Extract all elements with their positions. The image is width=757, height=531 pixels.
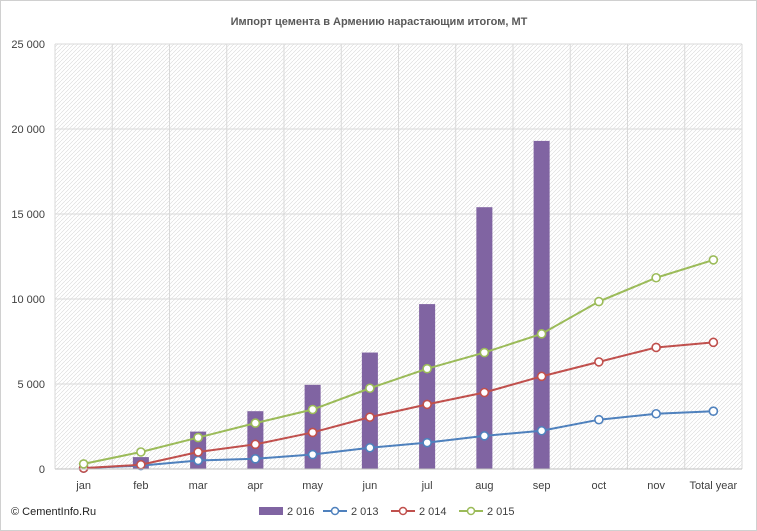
series-line [83,410,714,470]
y-tick-label: 20 000 [11,124,45,136]
data-point [594,357,604,367]
data-point [136,447,146,457]
y-tick-label: 25 000 [11,39,45,51]
data-point [250,453,261,464]
bar [476,207,493,469]
legend-marker [398,506,408,516]
data-point [250,439,261,450]
data-point [536,371,547,382]
data-point [307,404,318,415]
bar [361,352,378,469]
x-tick-label: sep [533,480,551,492]
y-tick-label: 15 000 [11,209,45,221]
data-point [365,383,375,394]
data-point [651,342,661,353]
y-tick-label: 10 000 [11,294,45,306]
grid [54,43,743,470]
data-point [708,337,719,348]
x-tick-label: oct [592,480,607,492]
x-tick-label: Total year [690,480,738,492]
data-point [193,447,203,457]
data-point [307,449,318,460]
data-point [479,387,490,398]
data-point [136,459,146,470]
x-axis: jan feb mar apr may jun jul aug sep oct nov Total y… [55,468,742,492]
data-point [307,427,318,438]
data-point [479,347,490,358]
legend-label: 2 016 [287,506,315,518]
chart-title: Импорт цемента в Армению нарастающим ито… [231,16,528,28]
data-point [536,329,547,339]
data-point [422,437,432,448]
legend-swatch [259,507,283,515]
data-point [594,414,604,425]
data-point [536,425,547,436]
series-line [83,258,714,465]
x-tick-label: jun [362,480,378,492]
x-tick-label: jan [75,480,91,492]
bar [304,384,321,469]
legend: 2 016 2 013 2 014 2 015 [259,506,515,518]
x-tick-label: apr [247,480,263,492]
legend-label: 2 014 [419,506,447,518]
x-tick-label: aug [475,480,493,492]
data-point [594,296,604,307]
legend-marker [330,506,340,516]
data-point [422,399,432,410]
bar [419,304,436,469]
data-point [193,455,203,466]
data-point [422,363,432,374]
y-axis: 0 5 000 10 000 15 000 20 000 25 000 [11,39,45,476]
x-tick-label: mar [189,480,208,492]
data-point [479,431,490,441]
legend-marker [466,506,476,516]
series-line [83,341,714,470]
x-tick-label: jul [421,480,433,492]
data-point [365,412,375,422]
data-point [193,432,203,443]
x-tick-label: may [302,480,323,492]
data-point [250,418,261,428]
line-series [78,255,719,473]
data-point [78,459,89,469]
data-point [365,442,375,453]
y-tick-label: 0 [39,464,45,476]
data-point [708,406,719,417]
x-tick-label: nov [647,480,665,492]
data-point [708,255,719,265]
copyright-text: © CementInfo.Ru [11,506,96,518]
data-point [651,408,661,419]
data-point [651,272,661,283]
y-tick-label: 5 000 [17,379,45,391]
legend-label: 2 013 [351,506,379,518]
legend-label: 2 015 [487,506,515,518]
x-tick-label: feb [133,480,148,492]
bar [533,140,550,469]
